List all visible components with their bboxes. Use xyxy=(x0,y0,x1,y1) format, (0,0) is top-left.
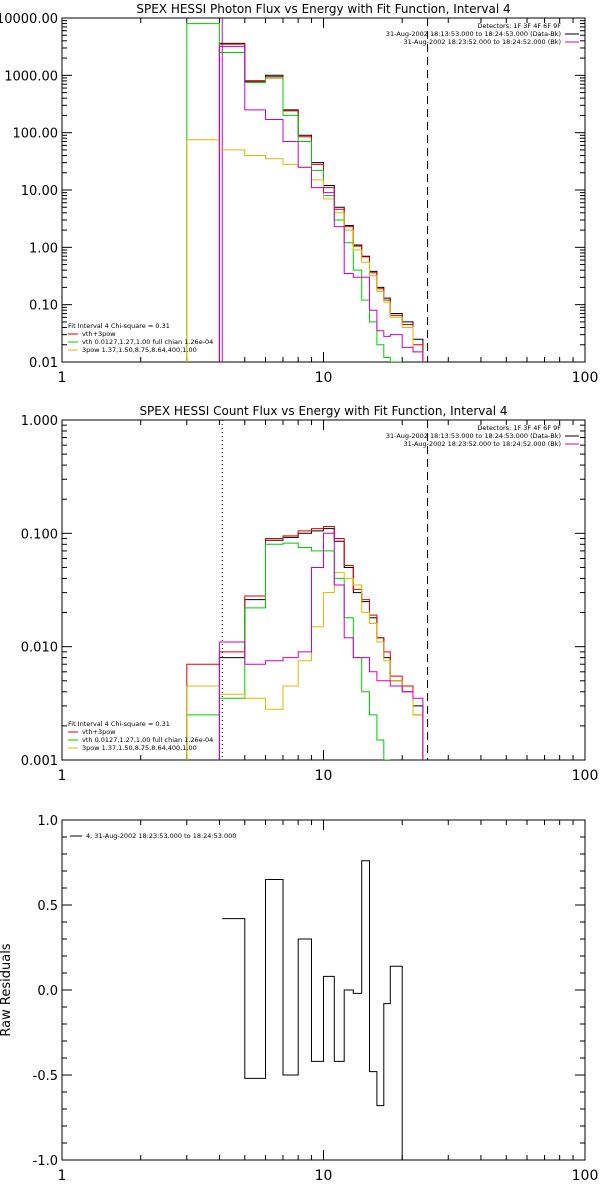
panel-1-xtick-label-1: 10 xyxy=(315,370,333,386)
panel-2-ytick-label-1: 0.010 xyxy=(21,641,58,656)
panel-2-fit-line-1: vth+3pow xyxy=(82,728,116,736)
panel-1-ytick-label-0: 0.01 xyxy=(29,356,58,371)
panel-3-series-0 xyxy=(222,860,403,1160)
panel-3-xtick-label-2: 100 xyxy=(572,1168,599,1184)
panel-2-series-4 xyxy=(218,532,424,760)
panel-2-fit-line-3: 3pow 1.37,1.50,8.75,8.64,400,1.00 xyxy=(82,744,197,752)
panel-3-xtick-label-1: 10 xyxy=(315,1168,333,1184)
panel-2-ytick-label-0: 0.001 xyxy=(21,754,58,769)
panel-1-series-3 xyxy=(186,139,424,362)
panel-3-ytick-label-1: -0.5 xyxy=(33,1069,58,1084)
panel-2-xtick-label-0: 1 xyxy=(58,768,67,784)
panel-1-ytick-label-5: 1000.00 xyxy=(4,69,58,84)
panel-1-info-line-1: 31-Aug-2002 18:13:53.000 to 18:24:53.000… xyxy=(386,30,561,38)
panel-1-ytick-label-3: 10.00 xyxy=(21,184,58,199)
panel-1-info-line-2: 31-Aug-2002 18:23:52.000 to 18:24:52.000… xyxy=(404,38,561,46)
panel-2-series-2 xyxy=(186,542,391,760)
panel-3-legend-entry-0: 4, 31-Aug-2002 18:23:53.000 to 18:24:53.… xyxy=(86,832,236,840)
panel-2-frame xyxy=(61,419,586,761)
panel-2-ytick-label-2: 0.100 xyxy=(21,527,58,542)
panel-2-fit-line-2: vth 0.0127,1.27,1.00 full chian 1.26e-04 xyxy=(82,736,213,744)
panel-2-info-line-0: Detectors: 1F 3F 4F 6F 9F xyxy=(477,424,561,432)
panel-3-ytick-label-0: -1.0 xyxy=(33,1154,58,1169)
panel-2-xtick-label-2: 100 xyxy=(572,768,599,784)
panel-1-series-4 xyxy=(218,45,424,362)
panel-3-ytick-label-4: 1.0 xyxy=(37,814,58,829)
panel-2-title: SPEX HESSI Count Flux vs Energy with Fit… xyxy=(139,404,507,418)
panel-3-xtick-label-0: 1 xyxy=(58,1168,67,1184)
panel-2-info-line-1: 31-Aug-2002 18:13:53.000 to 18:24:53.000… xyxy=(386,432,561,440)
panel-1-fit-line-0: Fit Interval 4 Chi-square = 0.31 xyxy=(68,322,170,330)
panel-1-fit-line-1: vth+3pow xyxy=(82,330,116,338)
panel-1-series-0 xyxy=(218,42,424,362)
panel-1-fit-line-3: 3pow 1.37,1.50,8.75,8.64,400,1.00 xyxy=(82,346,197,354)
panel-2-ytick-label-3: 1.000 xyxy=(21,414,58,429)
panel-2-xtick-label-1: 10 xyxy=(315,768,333,784)
panel-1-ytick-label-1: 0.10 xyxy=(29,299,58,314)
panel-1-series-1 xyxy=(218,43,424,362)
panel-3-ylabel: Raw Residuals xyxy=(0,943,14,1036)
panel-2-series-3 xyxy=(186,572,424,760)
panel-1-xtick-label-2: 100 xyxy=(572,370,599,386)
panel-3-ytick-label-2: 0.0 xyxy=(37,984,58,999)
panel-1-xtick-label-0: 1 xyxy=(58,370,67,386)
panel-1-ytick-label-2: 1.00 xyxy=(29,241,58,256)
panel-2-series-0 xyxy=(218,528,424,760)
panel-1-info-line-0: Detectors: 1F 3F 4F 6F 9F xyxy=(477,22,561,30)
panel-1-fit-line-2: vth 0.0127,1.27,1.00 full chian 1.26e-04 xyxy=(82,338,213,346)
panel-1-ytick-label-4: 100.00 xyxy=(13,127,59,142)
panel-1-title: SPEX HESSI Photon Flux vs Energy with Fi… xyxy=(136,2,510,16)
panel-1-ytick-label-6: 10000.00 xyxy=(0,12,58,27)
panel-2-fit-line-0: Fit Interval 4 Chi-square = 0.31 xyxy=(68,720,170,728)
panel-2-info-line-2: 31-Aug-2002 18:23:52.000 to 18:24:52.000… xyxy=(404,440,561,448)
panel-3-ytick-label-3: 0.5 xyxy=(37,899,58,914)
